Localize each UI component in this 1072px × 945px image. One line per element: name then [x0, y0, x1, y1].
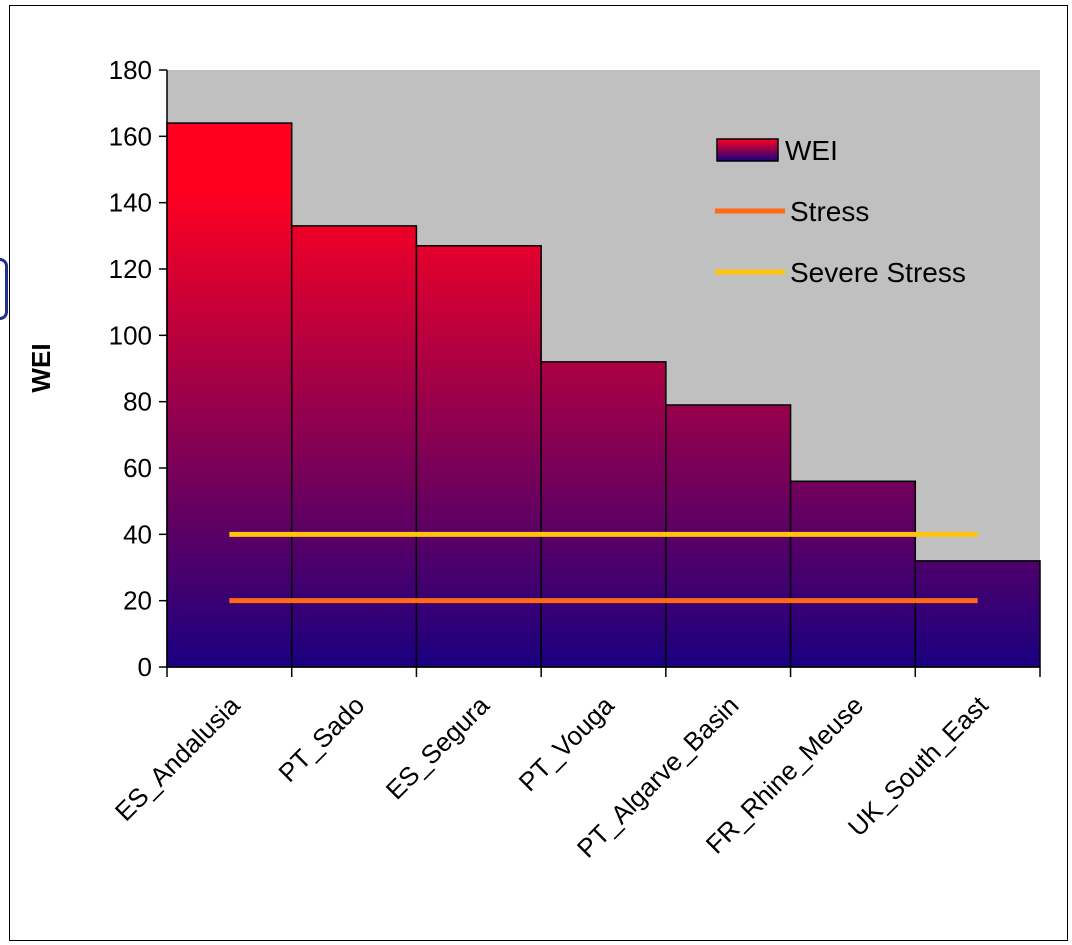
y-tick-label: 0	[138, 652, 152, 682]
legend-severe-stress-label: Severe Stress	[790, 257, 966, 288]
bar-FR_Rhine_Meuse	[789, 480, 917, 668]
y-tick-label: 120	[109, 254, 152, 284]
legend-wei-label: WEI	[785, 135, 838, 166]
legend-stress-label: Stress	[790, 196, 869, 227]
y-tick-label: 160	[109, 121, 152, 151]
bar-ES_Andalusia	[166, 122, 293, 668]
legend: WEI Stress Severe Stress	[715, 135, 966, 288]
x-category-label: PT_Sado	[272, 690, 370, 788]
bar-PT_Vouga	[540, 361, 667, 668]
y-tick-label: 140	[109, 188, 152, 218]
y-tick-label: 60	[123, 453, 152, 483]
legend-wei-swatch	[716, 138, 779, 162]
bar-UK_South_East	[914, 560, 1041, 668]
y-tick-label: 40	[123, 519, 152, 549]
y-tick-label: 20	[123, 586, 152, 616]
y-tick-label: 100	[109, 320, 152, 350]
y-axis-title: WEI	[26, 343, 56, 392]
y-tick-label: 80	[123, 387, 152, 417]
cropped-logo-fragment	[0, 258, 8, 320]
bar-ES_Segura	[415, 245, 542, 668]
x-category-label: ES_Andalusia	[109, 690, 246, 827]
y-tick-label: 180	[109, 55, 152, 85]
x-category-label: ES_Segura	[380, 690, 496, 806]
x-category-label: PT_Vouga	[513, 690, 620, 797]
